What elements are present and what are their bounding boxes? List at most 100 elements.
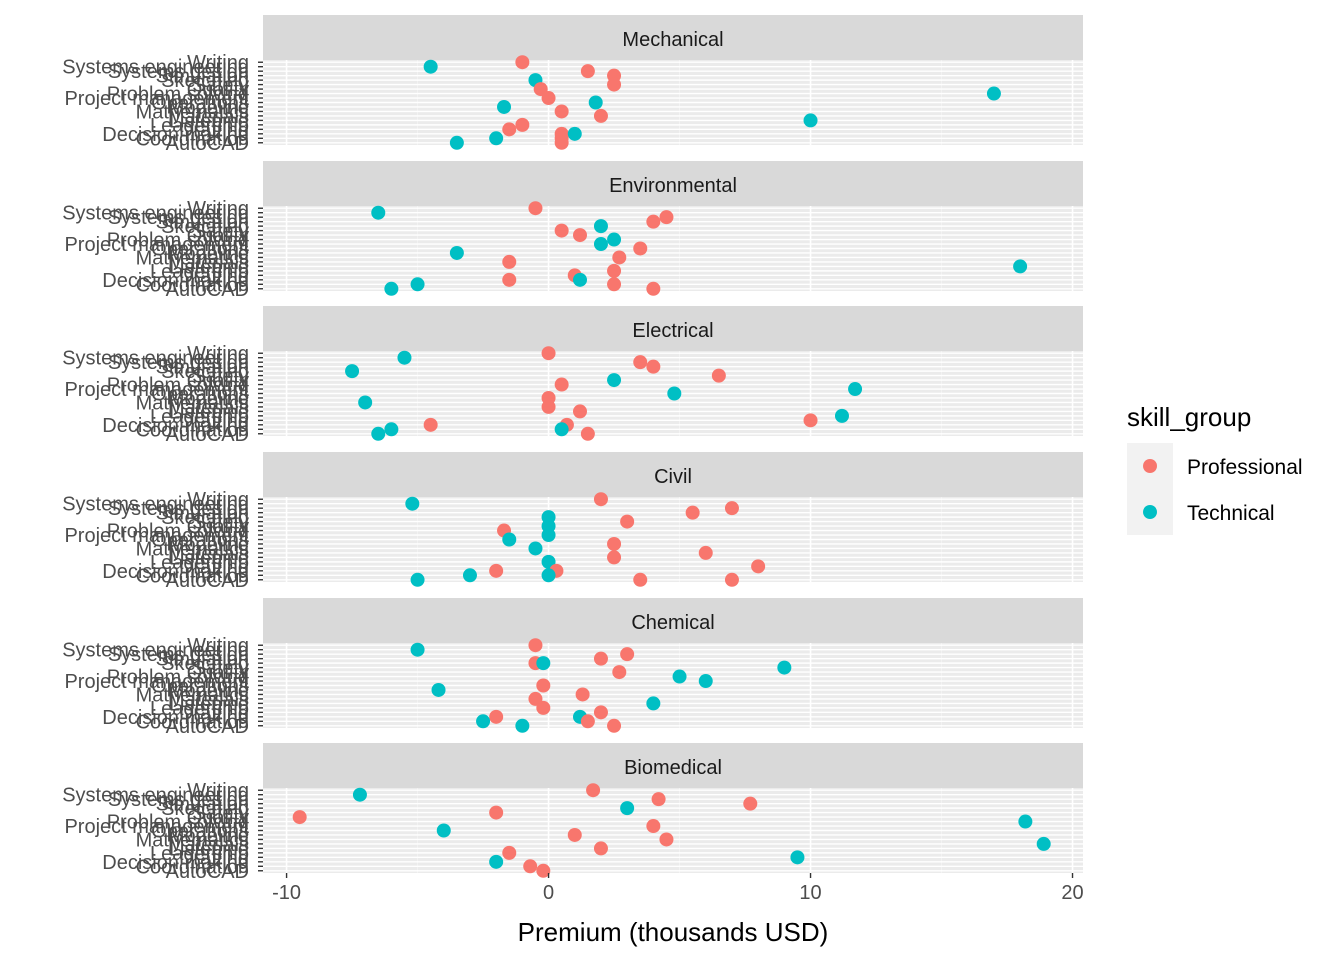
y-tick-label: Decision making [102,561,249,583]
data-point-technical [698,674,713,689]
legend-item-professional: Professional [1127,443,1303,489]
y-tick-label: Decision making [102,415,249,437]
y-tick-label: Drafting [179,119,249,141]
y-tick-label: Drafting [179,410,249,432]
facet-strip [263,15,1083,60]
legend-item-technical: Technical [1127,489,1275,535]
y-tick-label: Modeling [168,97,249,119]
data-point-professional [646,819,661,834]
y-tick-label: Decision making [102,852,249,874]
data-point-professional [502,272,517,287]
y-tick-label: Drafting [179,265,249,287]
y-tick-label: Mathematics [136,829,249,851]
y-tick-label: Mathematics [136,538,249,560]
y-tick-label: Project management [64,88,249,110]
y-tick-label: Coordination [136,274,249,296]
data-point-technical [449,245,464,260]
y-tick-label: Materials [168,106,249,128]
y-tick-label: Systems design [108,789,249,811]
y-tick-label: Problem solving [107,667,249,689]
data-point-professional [751,559,766,574]
data-point-technical [384,422,399,437]
data-point-professional [580,64,595,79]
y-tick-label: Project management [64,525,249,547]
y-tick-label: AutoCAD [166,716,249,738]
facet-strip-label: Biomedical [624,757,722,779]
data-point-professional [620,647,635,662]
data-point-professional [620,514,635,529]
data-point-technical [803,113,818,128]
y-tick-label: Listening [169,547,249,569]
data-point-professional [711,368,726,383]
data-point-professional [502,845,517,860]
y-tick-label: Systems design [108,352,249,374]
data-point-technical [607,232,622,247]
facet-strip [263,306,1083,351]
data-point-professional [580,426,595,441]
data-point-professional [515,55,530,70]
y-tick-label: Writing [187,780,249,802]
y-tick-label: Drafting [179,556,249,578]
data-point-technical [489,854,504,869]
data-point-professional [554,223,569,238]
facet-strip [263,161,1083,206]
y-tick-label: Safety [192,221,249,243]
y-tick-label: Systems engineering [62,640,249,662]
y-tick-label: Simulation [156,357,249,379]
y-tick-label: Safety [192,803,249,825]
data-point-professional [633,355,648,370]
y-tick-label: Project management [64,234,249,256]
y-tick-label: Writing [187,52,249,74]
y-tick-label: Decision making [102,124,249,146]
data-point-technical [667,386,682,401]
y-tick-label: Coordination [136,128,249,150]
data-point-technical [405,496,420,511]
y-tick-label: Mathematics [136,247,249,269]
facet-strip [263,598,1083,643]
data-point-technical [572,272,587,287]
y-tick-label: Systems engineering [62,57,249,79]
data-point-technical [476,714,491,729]
y-tick-label: Systems design [108,207,249,229]
y-tick-label: AutoCAD [166,279,249,301]
x-tick-label: 20 [1061,882,1083,904]
y-tick-label: Quality [187,516,249,538]
data-point-professional [528,638,543,653]
data-point-professional [612,665,627,680]
data-point-technical [588,95,603,110]
facet-strip-label: Electrical [632,320,713,342]
data-point-technical [541,528,556,543]
y-tick-label: Sketching [161,798,249,820]
y-tick-label: Leadership [150,115,249,137]
y-tick-label: AutoCAD [166,861,249,883]
data-point-technical [371,205,386,220]
data-point-professional [607,536,622,551]
x-tick-label: 10 [799,882,821,904]
data-point-technical [848,382,863,397]
y-tick-label: Listening [169,838,249,860]
data-point-professional [633,241,648,256]
y-tick-label: Operations [151,93,249,115]
y-tick-label: Sketching [161,361,249,383]
data-point-technical [352,787,367,802]
data-point-technical [358,395,373,410]
y-tick-label: Modeling [168,534,249,556]
legend-key-point [1143,459,1157,473]
y-tick-label: Listening [169,110,249,132]
data-point-professional [515,117,530,132]
y-tick-label: Decision making [102,270,249,292]
data-point-professional [572,404,587,419]
y-tick-label: Operations [151,239,249,261]
data-point-professional [580,714,595,729]
data-point-technical [410,642,425,657]
data-point-professional [803,413,818,428]
data-point-professional [612,250,627,265]
data-point-technical [371,426,386,441]
legend-label: Technical [1187,502,1275,525]
y-tick-label: Drafting [179,702,249,724]
data-point-professional [593,651,608,666]
y-tick-label: Project management [64,671,249,693]
